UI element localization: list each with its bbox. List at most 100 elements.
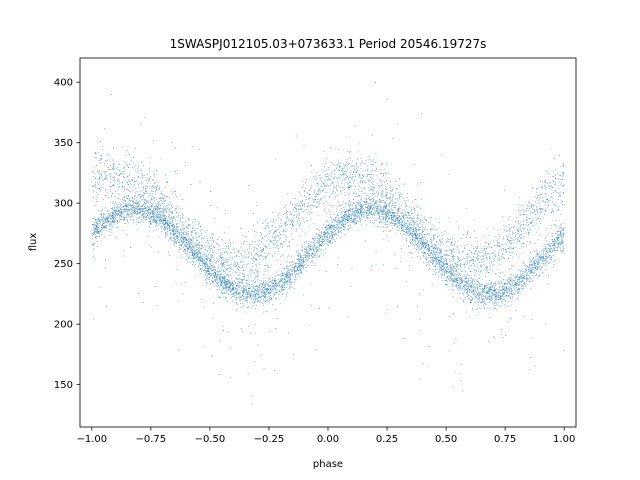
scatter-point (346, 159, 348, 160)
scatter-point (284, 285, 285, 286)
scatter-point (395, 268, 397, 269)
scatter-point (242, 295, 244, 297)
scatter-point (433, 260, 434, 261)
scatter-point (551, 185, 553, 187)
scatter-point (325, 271, 327, 272)
scatter-point (373, 200, 375, 202)
scatter-point (455, 283, 457, 285)
scatter-point (260, 232, 261, 233)
scatter-point (298, 219, 300, 221)
scatter-point (275, 282, 276, 284)
scatter-point (213, 280, 214, 282)
scatter-point (446, 277, 448, 279)
scatter-point (433, 236, 435, 237)
scatter-point (268, 222, 269, 224)
scatter-point (92, 171, 94, 172)
scatter-point (531, 272, 532, 274)
scatter-point (195, 253, 197, 255)
scatter-point (401, 216, 403, 217)
scatter-point (103, 222, 105, 224)
scatter-point (272, 290, 274, 292)
scatter-point (535, 273, 537, 275)
scatter-point (335, 191, 336, 193)
scatter-point (460, 238, 462, 239)
scatter-point (476, 285, 478, 286)
scatter-point (95, 241, 97, 242)
scatter-point (248, 290, 250, 292)
scatter-point (329, 226, 331, 227)
scatter-point (181, 245, 182, 246)
scatter-point (193, 258, 195, 259)
scatter-point (368, 203, 370, 205)
scatter-point (276, 242, 278, 244)
scatter-point (446, 263, 448, 264)
scatter-point (120, 173, 122, 175)
scatter-point (119, 182, 121, 184)
scatter-point (529, 278, 530, 280)
scatter-point (130, 208, 132, 210)
scatter-point (419, 238, 420, 239)
scatter-point (287, 278, 288, 279)
scatter-point (109, 176, 111, 177)
scatter-point (260, 297, 261, 299)
scatter-point (111, 222, 113, 224)
scatter-point (356, 216, 357, 218)
scatter-point (370, 212, 372, 214)
scatter-point (528, 267, 530, 269)
scatter-point (484, 249, 485, 250)
scatter-point (541, 267, 542, 268)
scatter-point (248, 257, 250, 258)
scatter-point (92, 190, 94, 192)
scatter-point (202, 258, 204, 260)
scatter-point (380, 201, 382, 203)
scatter-point (378, 218, 379, 219)
scatter-point (375, 162, 376, 163)
scatter-point (275, 298, 276, 299)
scatter-point (292, 353, 294, 355)
scatter-point (102, 218, 104, 220)
scatter-point (545, 248, 546, 250)
scatter-point (365, 160, 367, 161)
scatter-point (358, 176, 360, 178)
scatter-point (197, 253, 199, 254)
scatter-point (298, 205, 300, 207)
scatter-point (183, 231, 185, 233)
scatter-point (169, 224, 170, 226)
scatter-point (313, 241, 315, 243)
scatter-point (293, 220, 294, 222)
scatter-point (317, 191, 319, 193)
scatter-point (141, 199, 142, 201)
scatter-point (376, 206, 378, 208)
scatter-point (437, 247, 439, 249)
scatter-point (355, 165, 357, 167)
scatter-point (319, 243, 321, 245)
scatter-point (431, 259, 433, 261)
scatter-point (557, 178, 559, 180)
scatter-point (253, 272, 255, 274)
scatter-point (343, 228, 344, 230)
scatter-point (362, 210, 364, 212)
scatter-point (348, 184, 350, 186)
scatter-point (374, 203, 375, 205)
scatter-point (447, 271, 449, 273)
scatter-point (503, 238, 504, 240)
scatter-point (131, 211, 132, 213)
scatter-point (156, 222, 157, 223)
scatter-point (153, 197, 155, 199)
scatter-point (205, 271, 207, 273)
scatter-point (445, 273, 447, 275)
scatter-point (372, 207, 374, 208)
scatter-point (368, 186, 369, 188)
scatter-point (489, 269, 490, 270)
scatter-point (328, 185, 330, 186)
scatter-point (375, 211, 376, 213)
scatter-point (116, 189, 118, 191)
scatter-point (194, 250, 196, 252)
scatter-point (209, 272, 211, 274)
scatter-point (326, 228, 327, 230)
scatter-point (361, 206, 363, 208)
scatter-point (518, 221, 519, 223)
scatter-point (287, 273, 289, 275)
scatter-point (210, 283, 211, 284)
scatter-point (382, 216, 384, 218)
